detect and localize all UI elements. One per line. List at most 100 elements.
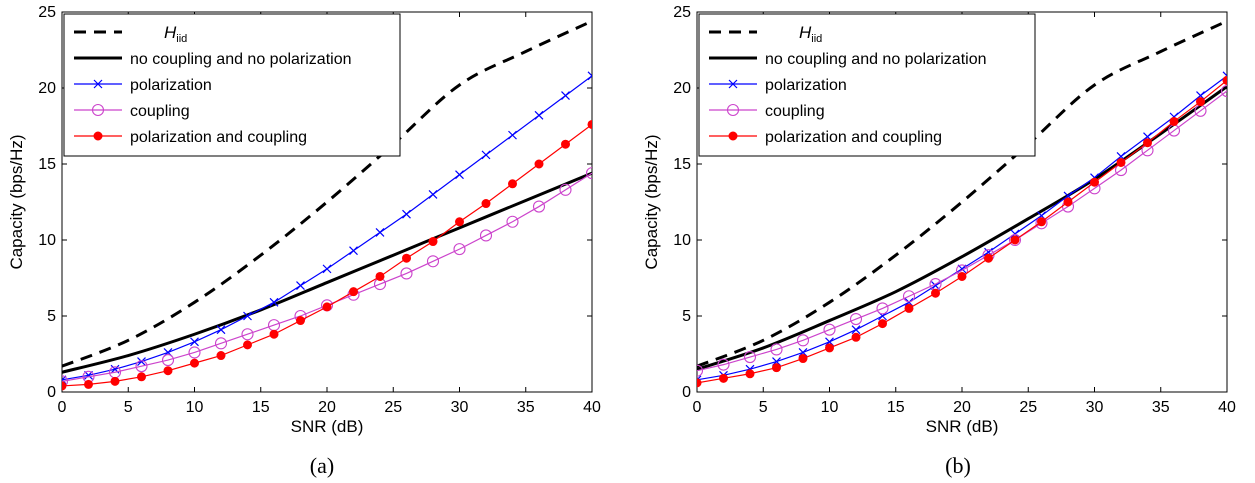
data-point-coup	[532, 200, 546, 213]
data-point-polcoup	[243, 340, 252, 350]
data-point-polcoup	[481, 199, 491, 209]
data-point-coup	[770, 343, 783, 356]
series-polcoup	[697, 75, 1227, 388]
data-point-polcoup	[402, 253, 411, 263]
data-point-polcoup	[137, 372, 146, 382]
x-tick-label: 40	[1218, 399, 1236, 416]
data-point-polcoup	[587, 119, 592, 129]
data-point-coup	[400, 267, 413, 280]
data-point-pol	[851, 325, 861, 335]
data-point-polcoup	[110, 376, 120, 386]
panel-caption: (b)	[945, 453, 971, 478]
data-point-polcoup	[62, 381, 67, 391]
data-point-polcoup	[1116, 157, 1126, 167]
legend-item-polcoup: polarization and coupling	[74, 129, 307, 146]
data-point-coup	[743, 350, 757, 364]
series-pol	[62, 71, 592, 385]
legend-label: polarization and coupling	[130, 129, 307, 146]
y-tick-label: 15	[673, 156, 691, 173]
data-point-polcoup	[428, 237, 438, 247]
data-point-polcoup	[825, 343, 834, 353]
data-point-polcoup	[296, 316, 305, 326]
data-point-polcoup	[322, 302, 332, 312]
data-point-polcoup	[719, 373, 728, 383]
y-tick-label: 0	[682, 384, 691, 401]
data-point-pol	[587, 71, 592, 81]
legend: Hiid no coupling and no polarization polar…	[698, 13, 1036, 157]
legend-item-coup: coupling	[74, 103, 190, 120]
data-point-polcoup	[878, 319, 887, 329]
x-axis-label: SNR (dB)	[926, 417, 999, 436]
x-tick-label: 15	[252, 399, 270, 416]
y-tick-label: 15	[38, 156, 56, 173]
data-point-coup	[241, 328, 254, 341]
legend-marker	[91, 103, 105, 117]
y-tick-label: 25	[38, 4, 56, 21]
data-point-polcoup	[851, 332, 861, 342]
data-point-pol	[455, 170, 464, 180]
chart-panel-2: 0 5 10 15 20 25 30 35 40 0 5 10 15 20 25 SNR (dB) Capaci…	[642, 4, 1236, 478]
x-tick-label: 0	[58, 399, 67, 416]
data-point-pol	[269, 297, 279, 307]
data-point-polcoup	[984, 253, 993, 263]
legend-item-pol: polarization	[709, 77, 847, 94]
data-point-polcoup	[534, 159, 544, 169]
legend-item-polcoup: polarization and coupling	[709, 129, 942, 146]
data-point-coup	[876, 302, 889, 315]
data-point-pol	[375, 227, 385, 237]
data-point-pol	[428, 189, 438, 199]
x-tick-label: 35	[517, 399, 535, 416]
data-point-coup	[1220, 84, 1227, 98]
x-tick-label: 10	[821, 399, 839, 416]
data-point-coup	[849, 312, 863, 326]
data-point-pol	[561, 91, 570, 101]
series-polcoup	[62, 119, 592, 391]
legend-label: polarization and coupling	[765, 129, 942, 146]
data-point-polcoup	[508, 179, 517, 189]
x-axis-label: SNR (dB)	[291, 417, 364, 436]
data-point-polcoup	[1090, 177, 1099, 187]
data-point-coup	[506, 215, 519, 228]
legend-item-nocoup: no coupling and no polarization	[709, 51, 987, 68]
y-axis-label: Capacity (bps/Hz)	[642, 134, 661, 269]
x-tick-label: 5	[124, 399, 133, 416]
data-point-coup	[479, 229, 493, 242]
legend-box	[698, 13, 1036, 157]
legend-marker	[728, 131, 738, 141]
x-tick-label: 30	[451, 399, 469, 416]
data-point-coup	[902, 290, 916, 303]
legend-label: no coupling and no polarization	[765, 51, 987, 68]
data-point-pol	[322, 264, 332, 274]
data-point-coup	[585, 167, 592, 180]
data-point-coup	[188, 346, 201, 359]
data-point-polcoup	[772, 363, 781, 373]
legend-item-hiid: Hiid	[709, 23, 822, 45]
data-point-polcoup	[1196, 97, 1205, 107]
x-tick-label: 20	[953, 399, 971, 416]
data-point-pol	[349, 246, 358, 256]
legend-label: coupling	[765, 103, 825, 120]
data-point-polcoup	[904, 303, 914, 313]
legend-item-coup: coupling	[709, 103, 825, 120]
data-point-pol	[190, 337, 199, 347]
data-point-polcoup	[455, 217, 464, 227]
data-point-polcoup	[1063, 197, 1073, 207]
data-point-coup	[214, 337, 228, 350]
data-point-pol	[296, 281, 305, 291]
legend-label: Hiid	[164, 23, 187, 45]
x-tick-label: 25	[384, 399, 402, 416]
data-point-coup	[823, 323, 836, 336]
plot-area	[697, 19, 1227, 388]
data-point-polcoup	[1222, 75, 1227, 85]
series-line-polcoup	[62, 123, 592, 387]
data-point-polcoup	[1037, 217, 1046, 227]
legend-marker	[728, 79, 738, 89]
data-point-polcoup	[84, 379, 93, 389]
data-point-coup	[796, 334, 810, 347]
y-tick-label: 20	[673, 80, 691, 97]
data-point-polcoup	[269, 329, 279, 339]
data-point-coup	[1008, 233, 1022, 247]
data-point-coup	[135, 360, 148, 373]
x-tick-label: 25	[1019, 399, 1037, 416]
